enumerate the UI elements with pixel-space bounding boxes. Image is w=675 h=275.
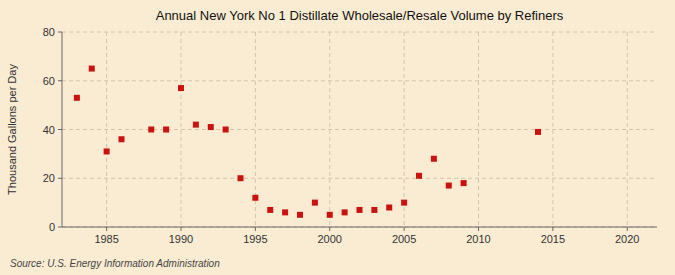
tick bbox=[181, 227, 182, 231]
tick bbox=[58, 129, 62, 130]
tick bbox=[255, 227, 256, 231]
background bbox=[0, 0, 675, 275]
tick bbox=[58, 227, 62, 228]
tick-label: 2005 bbox=[392, 233, 416, 245]
tick bbox=[329, 227, 330, 231]
point bbox=[148, 127, 154, 133]
grid-line bbox=[62, 178, 657, 179]
point bbox=[238, 175, 244, 181]
point bbox=[401, 200, 407, 206]
tick bbox=[404, 227, 405, 231]
grid-line bbox=[62, 32, 657, 33]
x-axis bbox=[62, 227, 657, 228]
point bbox=[297, 212, 303, 218]
point bbox=[74, 95, 80, 101]
point bbox=[282, 209, 288, 215]
point bbox=[416, 173, 422, 179]
point bbox=[119, 136, 125, 142]
tick-label: 20 bbox=[43, 172, 55, 184]
point bbox=[535, 129, 541, 135]
tick bbox=[627, 227, 628, 231]
grid-line bbox=[62, 80, 657, 81]
point bbox=[104, 148, 110, 154]
grid-line bbox=[404, 32, 405, 227]
y-axis-label: Thousand Gallons per Day bbox=[6, 64, 18, 195]
tick bbox=[106, 227, 107, 231]
point bbox=[208, 124, 214, 130]
point bbox=[178, 85, 184, 91]
point bbox=[223, 127, 229, 133]
tick-label: 1990 bbox=[169, 233, 193, 245]
point bbox=[267, 207, 273, 213]
point bbox=[312, 200, 318, 206]
point bbox=[89, 66, 95, 72]
tick bbox=[552, 227, 553, 231]
point bbox=[371, 207, 377, 213]
tick-label: 60 bbox=[43, 75, 55, 87]
point bbox=[163, 127, 169, 133]
tick bbox=[58, 80, 62, 81]
point bbox=[357, 207, 363, 213]
point bbox=[252, 195, 258, 201]
grid-line bbox=[627, 32, 628, 227]
tick-label: 2015 bbox=[541, 233, 565, 245]
tick-label: 0 bbox=[49, 221, 55, 233]
point bbox=[327, 212, 333, 218]
point bbox=[386, 205, 392, 211]
tick-label: 1985 bbox=[94, 233, 118, 245]
tick-label: 40 bbox=[43, 124, 55, 136]
point bbox=[193, 122, 199, 128]
source: Source: U.S. Energy Information Administ… bbox=[10, 258, 220, 269]
tick bbox=[58, 178, 62, 179]
point bbox=[342, 209, 348, 215]
points bbox=[74, 66, 541, 218]
tick-label: 2010 bbox=[466, 233, 490, 245]
point bbox=[461, 180, 467, 186]
tick bbox=[478, 227, 479, 231]
chart: 1985 1990 1995 2000 2005 2010 2015 2020 0 20 40 60 8… bbox=[0, 0, 675, 275]
title: Annual New York No 1 Distillate Wholesal… bbox=[156, 8, 564, 23]
grid-line bbox=[62, 227, 657, 228]
grid bbox=[62, 32, 657, 227]
tick bbox=[58, 32, 62, 33]
tick-label: 80 bbox=[43, 26, 55, 38]
tick-label: 2020 bbox=[615, 233, 639, 245]
tick-label: 2000 bbox=[318, 233, 342, 245]
point bbox=[431, 156, 437, 162]
point bbox=[446, 183, 452, 189]
tick-label: 1995 bbox=[243, 233, 267, 245]
